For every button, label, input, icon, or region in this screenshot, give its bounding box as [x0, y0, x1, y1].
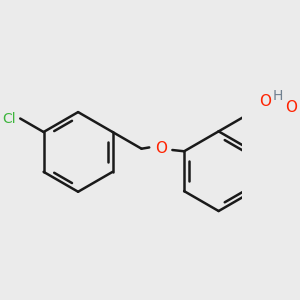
Text: H: H: [272, 89, 283, 103]
Text: O: O: [259, 94, 271, 109]
Text: O: O: [285, 100, 297, 115]
Text: O: O: [155, 141, 167, 156]
Text: Cl: Cl: [3, 112, 16, 125]
